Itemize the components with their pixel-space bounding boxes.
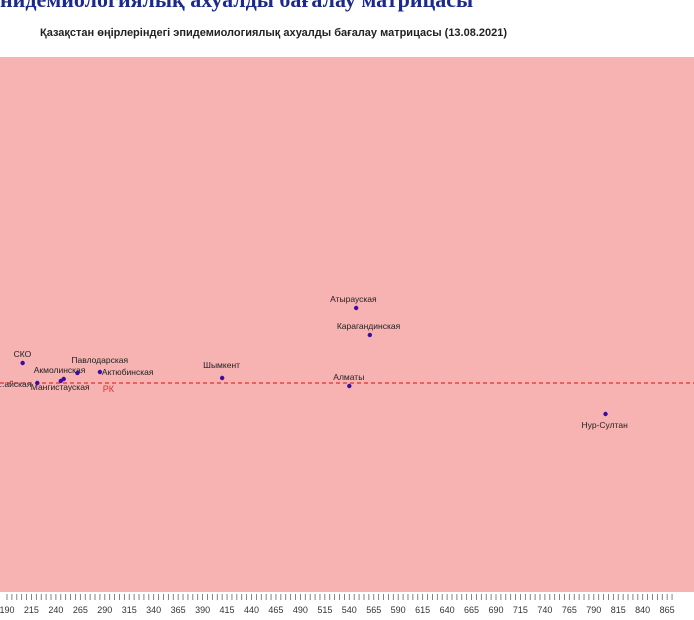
x-tick-label: 315 — [122, 605, 137, 615]
x-tick-label: 190 — [0, 605, 15, 615]
x-tick-label: 790 — [586, 605, 601, 615]
data-point — [58, 378, 63, 384]
data-point — [97, 369, 103, 375]
x-tick-label: 590 — [391, 605, 406, 615]
x-tick-label: 640 — [440, 605, 455, 615]
data-point — [75, 370, 80, 376]
point-label: Карагандинская — [337, 321, 401, 331]
x-tick-label: 465 — [268, 605, 283, 615]
x-tick-label: 415 — [220, 605, 235, 615]
x-tick-label: 665 — [464, 605, 479, 615]
x-tick-label: 515 — [317, 605, 332, 615]
x-tick-label: 215 — [24, 605, 39, 615]
point-label: Мангистауская — [31, 382, 90, 392]
x-tick-label: 240 — [48, 605, 63, 615]
x-tick-label: 765 — [562, 605, 577, 615]
data-point — [35, 380, 40, 386]
x-tick-label: 490 — [293, 605, 308, 615]
x-tick-label: 290 — [97, 605, 112, 615]
point-label: Акмолинская — [34, 365, 86, 375]
x-tick-label: 390 — [195, 605, 210, 615]
x-tick-label: 265 — [73, 605, 88, 615]
clipped-slide-title: нидемиологиялық ахуалды бағалау матрицас… — [0, 0, 694, 13]
data-point — [20, 360, 25, 366]
x-tick-label: 540 — [342, 605, 357, 615]
x-tick-label: 715 — [513, 605, 528, 615]
x-tick-label: 840 — [635, 605, 650, 615]
point-label: СКО — [14, 349, 32, 359]
point-label: Алматы — [333, 372, 364, 382]
point-label: Атырауская — [330, 294, 377, 304]
data-point — [353, 305, 359, 311]
reference-line-label: РК — [103, 384, 115, 394]
data-point — [219, 375, 225, 381]
point-label: Нур-Султан — [582, 420, 629, 430]
chart-title: Қазақстан өңірлеріндегі эпидемиологиялық… — [40, 27, 508, 39]
x-tick-label: 615 — [415, 605, 430, 615]
x-tick-label: 340 — [146, 605, 161, 615]
x-tick-label: 565 — [366, 605, 381, 615]
point-label: Шымкент — [203, 360, 240, 370]
x-tick-label: 690 — [488, 605, 503, 615]
x-tick-label: 365 — [171, 605, 186, 615]
x-tick-label: 440 — [244, 605, 259, 615]
point-label: Павлодарская — [71, 355, 128, 365]
x-tick-label: 815 — [611, 605, 626, 615]
plot-background — [0, 57, 694, 592]
data-point — [347, 383, 352, 389]
data-point — [367, 332, 373, 338]
x-tick-label: 740 — [537, 605, 552, 615]
point-label: Актюбинская — [102, 367, 154, 377]
data-point — [603, 411, 608, 417]
point-label: ...айская — [0, 379, 32, 389]
x-axis: 190 215 240 265 290 315 340 365 390 415 440 465 490 5… — [0, 594, 675, 615]
x-tick-label: 865 — [660, 605, 675, 615]
